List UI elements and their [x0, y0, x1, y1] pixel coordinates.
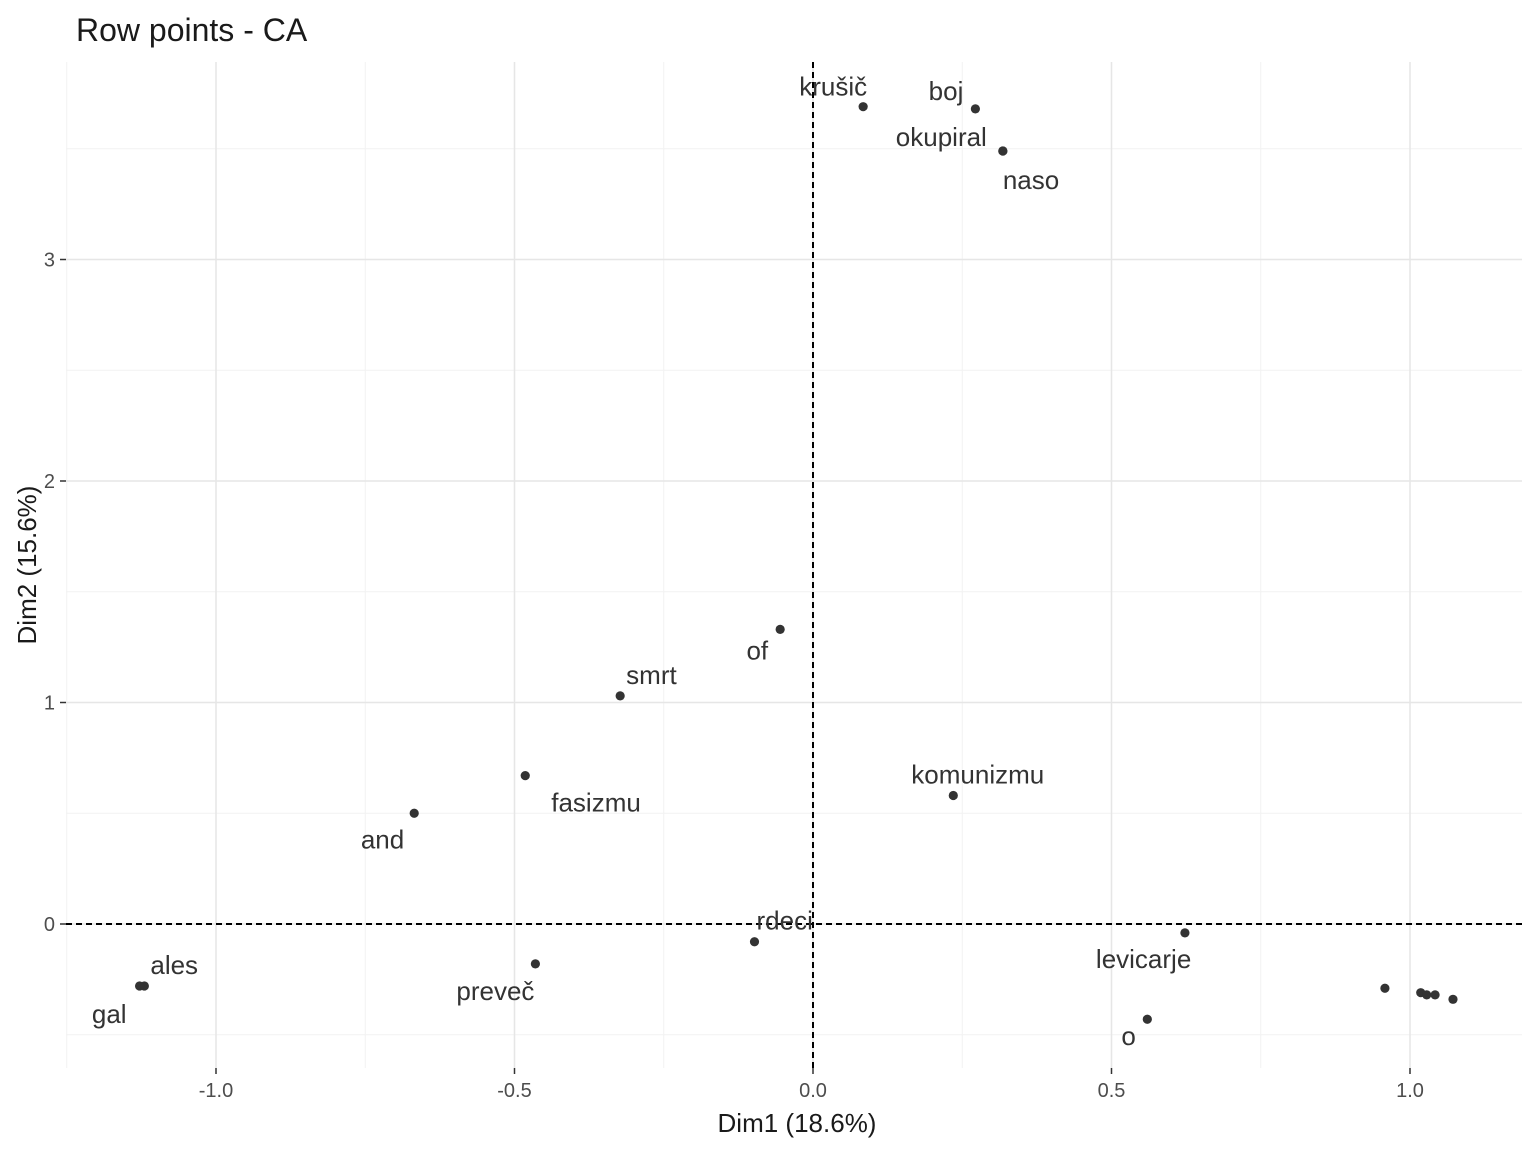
y-tick-label: 2 — [44, 471, 55, 493]
data-point — [530, 959, 540, 969]
data-point — [134, 981, 145, 991]
data-point — [1180, 928, 1190, 938]
reference-lines — [66, 62, 1522, 1068]
x-tick-label: 1.0 — [1396, 1080, 1424, 1102]
point-label: rdeci — [756, 906, 812, 936]
data-point — [1430, 990, 1440, 1000]
x-tick-label: 0.5 — [1098, 1080, 1126, 1102]
data-point — [520, 770, 530, 781]
point-label: komunizmu — [911, 760, 1044, 790]
x-tick-label: -1.0 — [199, 1080, 233, 1102]
point-label: krušič — [799, 72, 867, 102]
point-label: boj — [929, 76, 964, 106]
data-point — [1142, 1014, 1152, 1024]
x-tick-label: -0.5 — [497, 1080, 531, 1102]
y-axis-title: Dim2 (15.6%) — [12, 486, 42, 645]
data-point — [775, 624, 785, 635]
point-label: and — [361, 824, 404, 854]
point-label: of — [746, 635, 768, 665]
data-point — [1422, 990, 1432, 1000]
point-label: okupiral — [896, 122, 987, 152]
y-tick-label: 3 — [44, 250, 55, 272]
point-label: levicarje — [1096, 944, 1191, 974]
point-label: fasizmu — [551, 788, 641, 818]
y-tick-label: 0 — [44, 914, 55, 936]
point-label: naso — [1003, 165, 1059, 195]
point-label: preveč — [456, 976, 534, 1006]
data-point — [615, 691, 625, 701]
x-tick-label: 0.0 — [799, 1080, 827, 1102]
data-point — [970, 104, 980, 114]
data-point — [948, 790, 958, 801]
data-point — [1380, 983, 1390, 993]
point-labels: krušič boj okupiral naso of smrt fasizmu and kom… — [92, 72, 1191, 1052]
point-label: ales — [150, 950, 198, 980]
x-axis-ticks: -1.0 -0.5 0.0 0.5 1.0 — [199, 1068, 1424, 1102]
data-point — [749, 937, 760, 947]
data-point — [858, 102, 868, 112]
data-point — [998, 146, 1008, 156]
x-axis-title: Dim1 (18.6%) — [718, 1108, 877, 1138]
chart-title: Row points - CA — [76, 12, 308, 48]
data-points — [134, 102, 1458, 1024]
data-point — [409, 808, 419, 818]
point-label: smrt — [626, 660, 677, 690]
y-tick-label: 1 — [44, 693, 55, 715]
point-label: o — [1121, 1021, 1135, 1051]
point-label: gal — [92, 999, 127, 1029]
data-point — [1448, 994, 1458, 1004]
y-axis-ticks: 0 1 2 3 — [44, 250, 66, 936]
